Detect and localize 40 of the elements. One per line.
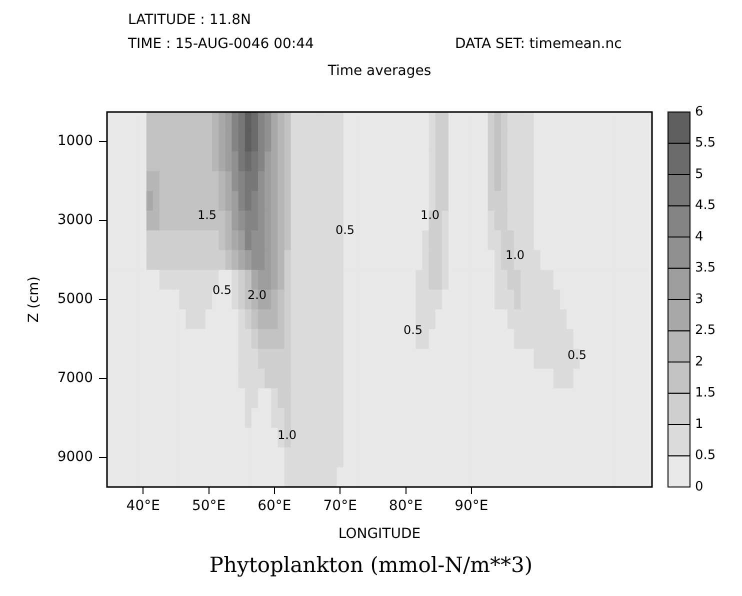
y-tick-label: 5000	[57, 291, 93, 308]
x-tick-label: 80°E	[388, 498, 423, 514]
x-tick-label: 40°E	[126, 498, 160, 514]
annotation: 2.0	[247, 288, 267, 302]
x-tick-label: 50°E	[192, 498, 226, 514]
y-tick-label: 1000	[57, 133, 93, 150]
color-bar-label: 1	[695, 416, 704, 432]
y-tick-label: 3000	[57, 212, 93, 228]
annotation: 0.5	[567, 348, 587, 362]
text: Phytoplankton (mmol-N/m**3)	[208, 552, 534, 578]
y-tick-label: 7000	[57, 370, 93, 386]
text: DATA SET: timemean.nc	[455, 36, 622, 52]
color-bar-label: 5.5	[695, 136, 716, 151]
annotation: 1.0	[277, 428, 297, 442]
color-bar-label: 6	[695, 104, 704, 120]
color-bar-label: 4.5	[695, 198, 716, 214]
text: TIME : 15-AUG-0046 00:44	[128, 36, 314, 52]
color-bar-label: 3.5	[695, 260, 716, 276]
color-bar-label: 5	[695, 166, 704, 182]
chart-subtitle: Time averages	[326, 63, 432, 79]
text: LATITUDE : 11.8N	[128, 12, 251, 28]
x-axis-title: LONGITUDE	[338, 526, 421, 542]
annotation: 1.0	[420, 208, 440, 222]
y-axis-title: Z (cm)	[26, 276, 42, 323]
color-bar-label: 2	[695, 354, 704, 370]
color-bar-label: 3	[695, 292, 704, 307]
annotation: 0.5	[403, 323, 423, 337]
annotation: 0.5	[212, 283, 232, 297]
color-bar-label: 2.5	[695, 323, 716, 338]
annotation: 0.5	[335, 223, 355, 237]
x-tick-label: 60°E	[258, 498, 292, 514]
color-bar-label: 0.5	[695, 448, 716, 464]
color-bar-label: 1.5	[695, 386, 716, 401]
annotation: 1.5	[197, 208, 217, 222]
color-bar-label: 0	[695, 479, 704, 494]
color-bar-label: 4	[695, 229, 704, 244]
x-tick-label: 90°E	[454, 498, 488, 514]
x-tick-label: 70°E	[323, 498, 357, 514]
annotation: 1.0	[505, 248, 525, 262]
y-tick-label: 9000	[57, 449, 93, 466]
